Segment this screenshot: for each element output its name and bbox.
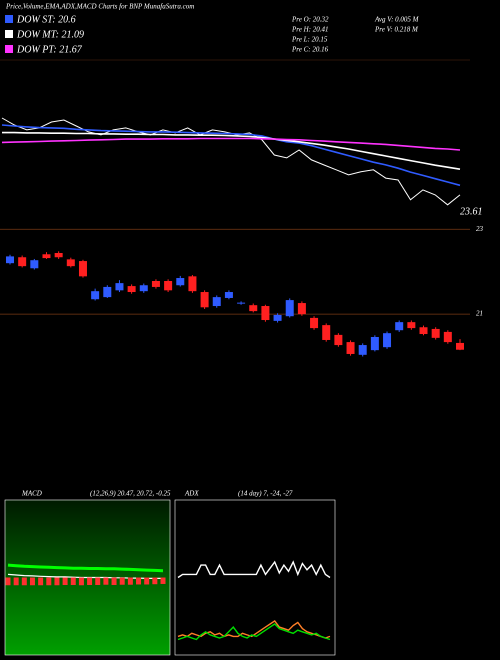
candle-body bbox=[249, 305, 258, 312]
info: Pre C: 20.16 bbox=[291, 46, 329, 54]
legend-swatch bbox=[5, 30, 13, 38]
info: Avg V: 0.005 M bbox=[374, 16, 420, 24]
candle-body bbox=[18, 257, 27, 267]
candle-body bbox=[212, 297, 221, 307]
histogram-bar bbox=[103, 577, 109, 585]
histogram-bar bbox=[5, 577, 11, 586]
candle-body bbox=[91, 291, 100, 300]
y-tick-label: 23 bbox=[476, 225, 484, 233]
candle-body bbox=[188, 276, 197, 292]
candle-body bbox=[370, 337, 379, 351]
info: Pre H: 20.41 bbox=[291, 26, 328, 34]
legend-label: DOW ST: 20.6 bbox=[16, 14, 76, 25]
candle-body bbox=[176, 278, 185, 286]
candle-body bbox=[407, 322, 416, 329]
panel-title: ADX bbox=[184, 490, 199, 498]
line bbox=[177, 623, 331, 641]
panel-title: MACD bbox=[21, 490, 42, 498]
y-tick-label: 21 bbox=[476, 310, 483, 318]
histogram-bar bbox=[152, 577, 158, 585]
histogram-bar bbox=[70, 577, 76, 585]
legend-swatch bbox=[5, 45, 13, 53]
histogram-bar bbox=[119, 577, 125, 585]
candle-body bbox=[273, 314, 282, 321]
histogram-bar bbox=[144, 577, 150, 585]
candle-body bbox=[322, 325, 331, 340]
candle-body bbox=[310, 317, 319, 329]
line bbox=[7, 563, 164, 573]
histogram-bar bbox=[127, 577, 133, 585]
panel-subtitle: (14 day) 7, -24, -27 bbox=[238, 490, 293, 498]
candle-body bbox=[456, 342, 464, 350]
histogram-bar bbox=[54, 577, 60, 586]
candle-body bbox=[224, 292, 233, 298]
histogram-bar bbox=[13, 577, 19, 586]
info: Pre L: 20.15 bbox=[291, 36, 328, 44]
candle-body bbox=[103, 286, 112, 298]
candle-body bbox=[285, 300, 294, 317]
histogram-bar bbox=[38, 577, 44, 586]
histogram-bar bbox=[21, 577, 27, 586]
line bbox=[1, 124, 461, 187]
legend-swatch bbox=[5, 15, 13, 23]
candle-body bbox=[115, 283, 124, 291]
candle-body bbox=[334, 334, 343, 346]
histogram-bar bbox=[62, 577, 68, 585]
legend-label: DOW PT: 21.67 bbox=[16, 44, 83, 55]
adx-panel bbox=[174, 499, 336, 656]
histogram-bar bbox=[136, 577, 142, 585]
histogram-bar bbox=[87, 577, 93, 585]
panel-subtitle: (12,26,9) 20.47, 20.72, -0.25 bbox=[90, 490, 171, 498]
candle-body bbox=[164, 281, 173, 291]
annotation: 23.61 bbox=[460, 206, 483, 217]
chart-title: Price,Volume,EMA,ADX,MACD Charts for BNP… bbox=[5, 3, 194, 11]
line bbox=[2, 131, 461, 170]
candle-body bbox=[237, 302, 246, 304]
info: Pre O: 20.32 bbox=[291, 16, 329, 24]
candle-body bbox=[66, 259, 75, 267]
line bbox=[177, 560, 331, 579]
candle-body bbox=[431, 328, 440, 338]
candle-body bbox=[78, 261, 87, 277]
candle-body bbox=[261, 306, 270, 321]
candle-body bbox=[419, 327, 428, 335]
candle-body bbox=[54, 253, 63, 258]
candle-body bbox=[200, 292, 209, 308]
candle-body bbox=[127, 286, 136, 293]
candle-body bbox=[383, 333, 392, 348]
line bbox=[177, 619, 331, 639]
histogram-bar bbox=[29, 577, 35, 586]
candle-body bbox=[297, 303, 306, 315]
line bbox=[1, 137, 461, 151]
info: Pre V: 0.218 M bbox=[374, 26, 419, 34]
candle-body bbox=[443, 331, 452, 343]
histogram-bar bbox=[95, 577, 101, 585]
candle-body bbox=[6, 256, 14, 264]
candle-body bbox=[139, 285, 148, 292]
candle-body bbox=[151, 281, 160, 287]
candle-body bbox=[42, 254, 51, 259]
histogram-bar bbox=[46, 577, 52, 586]
histogram-bar bbox=[78, 577, 84, 586]
histogram-bar bbox=[111, 577, 117, 585]
candle-body bbox=[358, 345, 367, 355]
candle-body bbox=[395, 322, 404, 331]
histogram-bar bbox=[160, 577, 166, 584]
candle-body bbox=[346, 342, 355, 354]
legend-label: DOW MT: 21.09 bbox=[16, 29, 84, 40]
candle-body bbox=[30, 260, 39, 269]
